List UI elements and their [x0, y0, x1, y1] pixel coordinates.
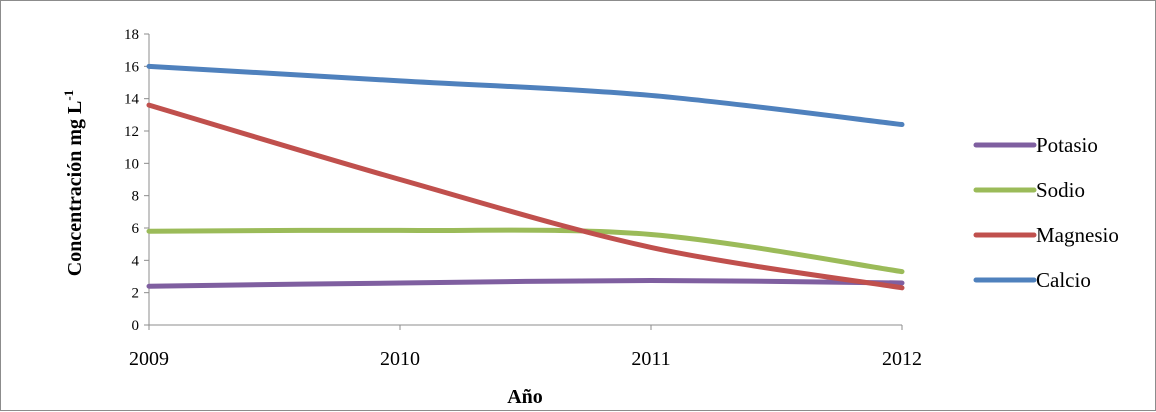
y-tick-label: 8: [132, 189, 140, 205]
y-tick-label: 0: [132, 318, 140, 334]
series-lines: [146, 63, 905, 291]
legend-label: Potasio: [1036, 133, 1098, 157]
y-tick-label: 4: [132, 253, 140, 269]
legend: Potasio Sodio Magnesio Calcio: [973, 133, 1119, 292]
legend-label: Sodio: [1036, 178, 1085, 202]
legend-item-potasio: Potasio: [973, 133, 1098, 157]
legend-label: Magnesio: [1036, 223, 1119, 247]
y-tick-label: 14: [124, 92, 140, 108]
y-tick-label: 16: [124, 59, 140, 75]
y-tick-label: 12: [124, 124, 139, 140]
x-tick-label: 2009: [129, 348, 169, 370]
legend-item-calcio: Calcio: [973, 268, 1091, 292]
y-tick-label: 2: [132, 286, 140, 302]
x-tick-label: 2012: [882, 348, 922, 370]
y-axis-title: Concentración mg L-1: [61, 90, 86, 276]
x-axis-title: Año: [507, 386, 543, 408]
series-line-magnesio: [146, 102, 905, 291]
series-line-calcio: [146, 63, 905, 128]
x-axis: 2009 2010 2011 2012: [129, 324, 922, 370]
legend-item-sodio: Sodio: [973, 178, 1085, 202]
y-tick-label: 6: [132, 221, 140, 237]
y-tick-label: 10: [124, 156, 139, 172]
y-tick-label: 18: [124, 27, 139, 43]
y-axis: 0 2 4 6 8 10 12 14 16 18: [124, 27, 150, 334]
y-axis-title-main: Concentración mg L: [64, 101, 86, 277]
series-line-potasio: [146, 278, 905, 289]
series-line-sodio: [146, 227, 905, 275]
y-axis-title-superscript: -1: [61, 90, 76, 101]
x-tick-label: 2010: [380, 348, 420, 370]
x-tick-label: 2011: [631, 348, 670, 370]
legend-item-magnesio: Magnesio: [973, 223, 1119, 247]
legend-label: Calcio: [1036, 268, 1091, 292]
